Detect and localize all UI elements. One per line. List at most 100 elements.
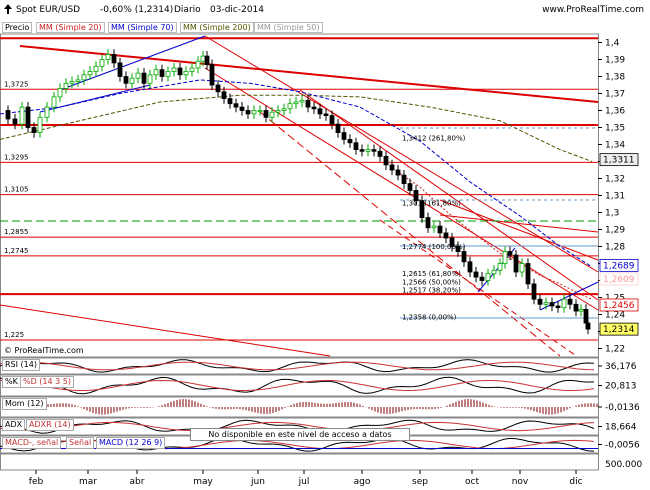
- fib-label: 1,2517 (38,20%): [402, 287, 461, 295]
- candle-up: [153, 69, 159, 76]
- momentum-bar: [257, 407, 259, 414]
- candle-down: [513, 254, 519, 273]
- y-tick-label: 1,29: [605, 226, 625, 236]
- legend-ma50[interactable]: MM (Simple 50): [254, 22, 323, 33]
- candle-down: [437, 225, 443, 234]
- macd-signal-title[interactable]: Señal: [66, 437, 95, 449]
- x-tick-label: oct: [465, 477, 479, 487]
- bottom-trendline: [0, 304, 331, 357]
- legend-ma20[interactable]: MM (Simple 20): [36, 22, 105, 33]
- momentum-bar: [476, 400, 478, 407]
- price-label-box: [599, 322, 639, 336]
- momentum-bar: [392, 407, 394, 414]
- momentum-bar: [47, 404, 49, 407]
- candle-down: [245, 110, 251, 115]
- momentum-bar: [344, 401, 346, 407]
- momentum-bar: [410, 407, 412, 410]
- adxr-title[interactable]: ADXR (14): [26, 419, 74, 431]
- adx-title[interactable]: ADX: [2, 419, 26, 431]
- rsi-title[interactable]: RSI (14): [2, 359, 40, 371]
- candle-up: [57, 88, 63, 98]
- momentum-bar: [215, 407, 217, 409]
- macd-title[interactable]: MACD (12 26 9): [96, 437, 166, 449]
- candle-down: [461, 251, 467, 263]
- momentum-bar: [194, 401, 196, 407]
- indicator-signal-line: [0, 379, 595, 392]
- legend-ma70[interactable]: MM (Simple 70): [108, 22, 177, 33]
- momentum-bar: [131, 407, 133, 408]
- candle-up: [87, 71, 93, 76]
- x-tick-label: dic: [569, 477, 582, 487]
- volume-axis-label: 500.000: [605, 460, 642, 470]
- price-label-text: 1,2456: [603, 301, 635, 311]
- candle-down: [5, 110, 11, 120]
- candle-down: [215, 84, 221, 93]
- candle-up: [135, 72, 141, 79]
- momentum-bar: [425, 407, 427, 410]
- candle-up: [183, 71, 189, 76]
- fib-label: 1,2358 (0,00%): [402, 314, 457, 322]
- price-label-text: 1,3311: [603, 156, 635, 166]
- candle-up: [165, 71, 171, 77]
- level-label: 1,2855: [4, 228, 29, 236]
- legend-ma200[interactable]: MM (Simple 200): [180, 22, 254, 33]
- indicator-value: 18,664: [605, 423, 637, 433]
- momentum-bar: [398, 407, 400, 413]
- momentum-bar: [263, 407, 265, 415]
- momentum-bar: [182, 399, 184, 407]
- momentum-bar: [395, 407, 397, 413]
- momentum-bar: [521, 407, 523, 409]
- candle-down: [537, 298, 543, 305]
- candle-down: [353, 142, 359, 151]
- stoch-k-title[interactable]: %K: [2, 376, 21, 388]
- candle-down: [419, 200, 425, 219]
- x-tick-label: mar: [79, 477, 97, 487]
- fib-label: 1,2615 (61,80%): [402, 270, 461, 278]
- momentum-bar: [371, 407, 373, 411]
- momentum-bar: [515, 407, 517, 408]
- candle-up: [519, 263, 525, 273]
- candle-down: [227, 98, 233, 105]
- candle-down: [473, 271, 479, 278]
- candle-up: [502, 251, 508, 264]
- momentum-bar: [416, 407, 418, 409]
- y-tick-label: 1,39: [605, 56, 625, 66]
- momentum-bar: [128, 407, 130, 409]
- candle-up: [99, 59, 105, 67]
- momentum-bar: [389, 407, 391, 414]
- candle-down: [425, 217, 431, 229]
- mom-title[interactable]: Mom (12): [2, 398, 47, 410]
- momentum-bar: [269, 407, 271, 414]
- channel-mid-trendline: [204, 67, 599, 311]
- momentum-bar: [479, 401, 481, 407]
- momentum-bar: [407, 407, 409, 410]
- momentum-bar: [377, 407, 379, 413]
- candle-down: [159, 69, 165, 77]
- stoch-d-title[interactable]: %D (14 3 5): [20, 376, 74, 388]
- candle-down: [455, 246, 461, 252]
- momentum-bar: [191, 400, 193, 407]
- momentum-bar: [317, 403, 319, 407]
- momentum-bar: [65, 403, 67, 407]
- macd-minus-title[interactable]: MACD-, señal: [2, 437, 62, 449]
- momentum-bar: [137, 407, 139, 408]
- momentum-bar: [242, 407, 244, 410]
- candle-down: [549, 302, 555, 307]
- momentum-bar: [158, 406, 160, 407]
- volume-panel-frame: [0, 453, 599, 471]
- candle-down: [467, 261, 473, 273]
- candle-up: [81, 74, 87, 81]
- candle-down: [239, 106, 245, 111]
- legend-price[interactable]: Precio: [2, 22, 33, 33]
- momentum-bar: [290, 405, 292, 407]
- candle-down: [359, 149, 365, 152]
- right-price-label: 1,2689: [599, 258, 639, 272]
- momentum-bar: [143, 407, 145, 408]
- candle-up: [195, 60, 201, 69]
- momentum-bar: [233, 407, 235, 409]
- momentum-bar: [251, 407, 253, 412]
- momentum-bar: [101, 407, 103, 415]
- momentum-bar: [545, 407, 547, 415]
- blue-small-channel-b: [539, 281, 599, 311]
